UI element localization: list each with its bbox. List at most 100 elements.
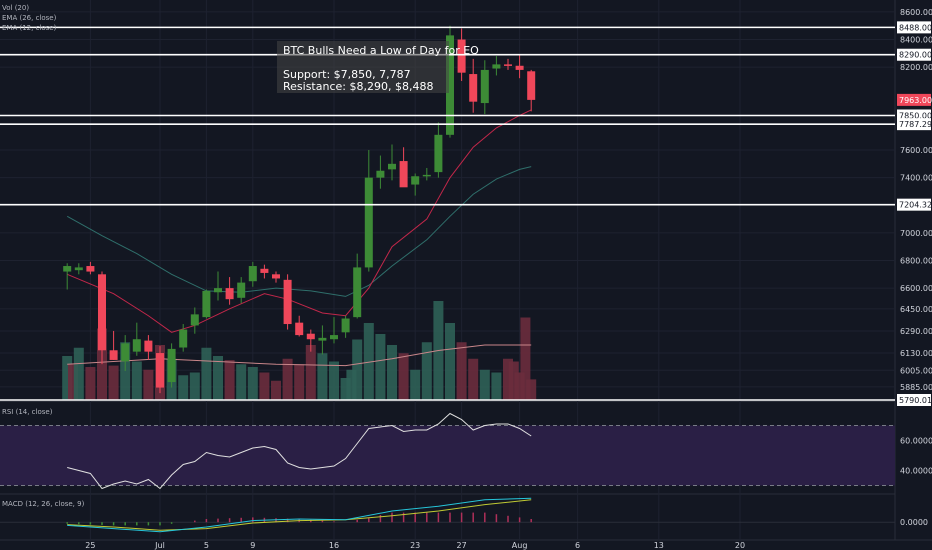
volume-bar [352,339,363,400]
price-level-tag: 7787.29 [899,120,932,129]
candle-body [353,267,362,318]
price-tick-label: 7400.00 [900,174,932,183]
time-tick-label: 25 [85,541,95,550]
candle-body [434,134,443,173]
volume-bar [213,356,223,400]
candle-body [167,348,176,383]
annotation-support: Support: $7,850, 7,787 [283,68,411,81]
price-tick-label: 8400.00 [900,36,932,45]
candle-body [446,35,454,135]
volume-bar [97,328,107,400]
candle-body [260,268,269,273]
ema26-line [66,166,532,297]
volume-bar [201,347,212,400]
ema12-line [67,109,532,333]
price-tick-label: 6600.00 [900,284,932,293]
volume-bar [271,380,281,400]
candle-body [132,339,141,352]
macd-pane [0,497,895,533]
candle-body [295,322,304,336]
price-tick-label: 6005.00 [900,366,932,375]
candle-body [63,266,72,272]
candle-body [457,39,466,73]
candle-body [527,71,536,100]
candle-body [330,335,338,340]
price-tick-label: 8600.00 [900,8,932,17]
time-tick-label: 16 [329,541,339,550]
time-tick-label: 13 [654,541,664,550]
ema12-indicator-label: EMA (12, close) [2,24,57,32]
volume-bar [73,347,84,400]
macd-indicator-label: MACD (12, 26, close, 9) [2,500,85,508]
candle-body [237,282,246,298]
time-tick-label: 27 [457,541,467,550]
time-tick-label: 23 [410,541,420,550]
candle-body [190,314,199,326]
volume-indicator-label: Vol (20) [2,4,29,12]
axes: 8600.00 8400.00 8200.00 7600.00 7400.00 7000.… [85,8,932,550]
volume-bar [317,353,328,400]
ema-lines [66,109,532,333]
candle-body [74,267,83,271]
rsi-tick-label: 40.0000 [900,467,932,476]
candle-body [411,176,420,185]
last-price-tag: 7963.00 [899,96,932,105]
volume-bar [62,356,73,400]
price-tick-label: 6130.00 [900,349,932,358]
candle-body [109,350,118,360]
price-level-tag-bg [897,48,931,61]
ema26-indicator-label: EMA (26, close) [2,14,57,22]
volume-bar [247,367,258,400]
volume-bar [259,372,270,400]
price-tick-label: 6290.00 [900,327,932,336]
time-tick-label: 20 [735,541,745,550]
candle-body [515,65,524,70]
volume-bar [421,342,432,400]
candle-body [318,337,327,341]
volume-bar [526,379,537,400]
candle-body [341,318,350,333]
volume-bar [224,360,235,400]
volume-bar [491,372,502,400]
volume-bars [62,301,537,400]
price-tick-label: 7000.00 [900,229,932,238]
price-level-tag-bg [897,198,931,211]
candle-body [179,329,188,348]
volume-bar [294,364,305,400]
candle-body [376,170,385,178]
rsi-pane [0,412,895,490]
rsi-tick-label: 60.0000 [900,437,932,446]
price-level-tag: 7850.00 [899,111,932,120]
candle-body [272,274,280,279]
candle-body [283,279,292,325]
volume-bar [189,372,200,400]
candle-body [422,174,431,177]
price-tick-label: 5885.00 [900,383,932,392]
candle-body [399,161,408,188]
price-tick-label: 6450.00 [900,305,932,314]
price-tick-label: 6800.00 [900,257,932,266]
candle-body [504,64,512,66]
volume-bar [363,323,374,400]
volume-bar [468,358,479,400]
candle-body [86,266,95,272]
volume-bar [398,353,409,400]
candle-body [156,353,164,388]
price-tick-label: 7600.00 [900,146,932,155]
time-tick-label: Jul [154,541,165,550]
volume-bar [514,372,525,400]
price-level-tag: 5790.01 [899,396,932,405]
time-tick-label: 5 [204,541,209,550]
rsi-band [0,425,895,486]
volume-bar [387,345,397,400]
volume-bar [346,369,357,400]
volume-bar [445,323,455,400]
volume-bar [282,358,293,400]
volume-bar [178,375,189,400]
volume-bar [236,364,247,400]
volume-bar [329,361,339,400]
volume-bar [508,361,519,400]
price-level-tag-bg [897,393,931,406]
volume-bar [456,342,467,400]
volume-bar [410,369,421,400]
